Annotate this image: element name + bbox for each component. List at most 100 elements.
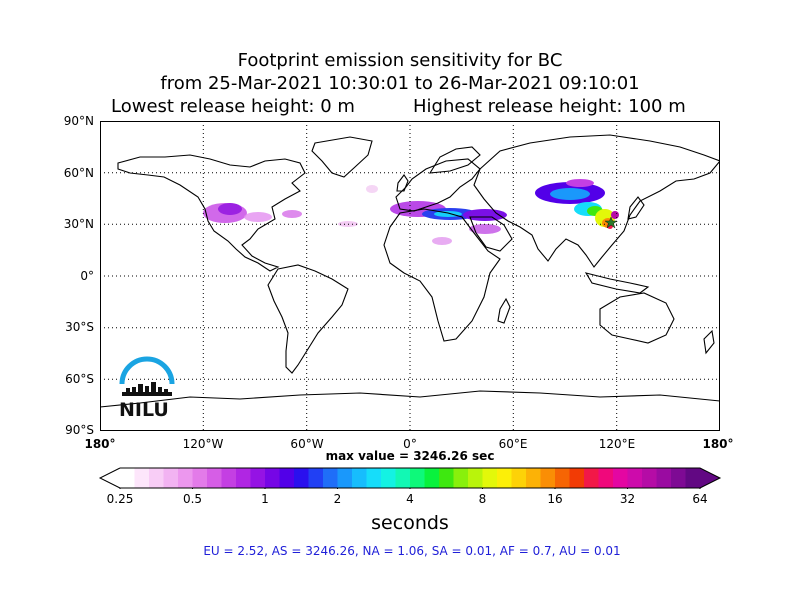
plume-north-america-core	[218, 203, 242, 215]
colorbar-cell	[598, 468, 614, 488]
colorbar-cells	[100, 468, 720, 488]
colorbar-tick-label: 0.5	[182, 492, 203, 506]
colorbar-cell	[453, 468, 469, 488]
coast-japan	[627, 196, 645, 220]
nilu-logo	[119, 356, 175, 396]
colorbar-cell	[192, 468, 208, 488]
lat-label-0: 0°	[80, 269, 94, 283]
coast-arabia	[469, 216, 513, 252]
lon-label-120e: 120°E	[598, 437, 636, 451]
colorbar-cell	[613, 468, 628, 488]
colorbar-cell	[279, 468, 295, 488]
colorbar-cell	[569, 468, 585, 488]
nilu-logo-text: NILU	[119, 399, 169, 421]
lat-label-30s: 30°S	[65, 320, 94, 334]
colorbar	[98, 467, 722, 489]
release-location-star	[604, 216, 618, 229]
colorbar-under-triangle	[100, 468, 120, 488]
colorbar-cell	[207, 468, 222, 488]
colorbar-cell	[163, 468, 179, 488]
coast-south-america	[267, 264, 349, 374]
colorbar-cell	[511, 468, 527, 488]
coast-asia	[473, 134, 720, 268]
highest-release-height: Highest release height: 100 m	[413, 96, 686, 117]
colorbar-cell	[221, 468, 237, 488]
colorbar-tick-label: 64	[692, 492, 708, 506]
colorbar-cell	[149, 468, 164, 488]
graticule	[100, 121, 720, 431]
colorbar-tick-label: 32	[619, 492, 636, 506]
colorbar-cell	[482, 468, 498, 488]
lowest-release-height: Lowest release height: 0 m	[111, 96, 355, 117]
coast-scandinavia	[428, 146, 481, 174]
lat-label-90n: 90°N	[63, 114, 94, 128]
colorbar-cell	[381, 468, 396, 488]
lat-label-90s: 90°S	[65, 423, 94, 437]
colorbar-cell	[439, 468, 454, 488]
title-line-2: from 25-Mar-2021 10:30:01 to 26-Mar-2021…	[160, 73, 640, 94]
colorbar-cell	[352, 468, 367, 488]
lat-label-60s: 60°S	[65, 372, 94, 386]
plume-central-asia-north	[566, 179, 594, 187]
world-map	[100, 121, 720, 431]
plume-china-east	[611, 211, 619, 219]
coast-antarctica	[100, 390, 720, 408]
coast-greenland	[311, 136, 373, 178]
colorbar-cell	[294, 468, 309, 488]
plume-central-asia-core	[550, 188, 590, 200]
lon-label-60w: 60°W	[290, 437, 324, 451]
lon-label-60e: 60°E	[498, 437, 528, 451]
colorbar-cell	[308, 468, 324, 488]
release-heights: Lowest release height: 0 m Highest relea…	[0, 96, 800, 118]
coastlines	[100, 134, 720, 408]
lat-label-60n: 60°N	[63, 166, 94, 180]
plume-middle-east	[463, 209, 507, 221]
colorbar-cell	[366, 468, 382, 488]
region-stats: EU = 2.52, AS = 3246.26, NA = 1.06, SA =…	[203, 544, 621, 558]
colorbar-cell	[410, 468, 425, 488]
colorbar-cell	[395, 468, 411, 488]
colorbar-cell	[584, 468, 599, 488]
colorbar-tick-label: 1	[261, 492, 269, 506]
coast-madagascar	[497, 297, 511, 324]
colorbar-tick-label: 0.25	[106, 492, 134, 506]
plume-atlantic-north	[366, 185, 378, 193]
colorbar-units: seconds	[371, 512, 449, 534]
colorbar-cell	[627, 468, 643, 488]
lon-label-180w: 180°	[84, 437, 116, 451]
colorbar-cell	[540, 468, 556, 488]
lon-label-120w: 120°W	[182, 437, 224, 451]
colorbar-cell	[468, 468, 483, 488]
colorbar-tick-label: 2	[333, 492, 342, 506]
colorbar-cell	[671, 468, 686, 488]
colorbar-tick-label: 8	[478, 492, 487, 506]
colorbar-over-triangle	[700, 468, 720, 488]
plume-north-america-ext	[244, 212, 272, 222]
plume-sahara	[432, 237, 452, 245]
coast-new-zealand	[703, 329, 715, 355]
colorbar-cell	[265, 468, 280, 488]
coast-north-america	[117, 154, 306, 272]
colorbar-cell	[656, 468, 672, 488]
colorbar-cell	[526, 468, 541, 488]
plume-north-atlantic	[282, 210, 302, 218]
colorbar-cell	[323, 468, 338, 488]
colorbar-cell	[424, 468, 440, 488]
plume-arabia	[469, 224, 501, 234]
colorbar-cell	[497, 468, 512, 488]
colorbar-cell	[134, 468, 150, 488]
max-value: max value = 3246.26 sec	[325, 449, 495, 463]
colorbar-cell	[555, 468, 570, 488]
lon-label-0: 0°	[403, 437, 417, 451]
coast-uk	[396, 174, 409, 192]
coast-australia	[599, 292, 675, 344]
colorbar-tick-label: 16	[547, 492, 563, 506]
colorbar-cell	[685, 468, 701, 488]
title-line-1: Footprint emission sensitivity for BC	[237, 50, 563, 71]
colorbar-cell	[236, 468, 251, 488]
colorbar-cell	[250, 468, 266, 488]
coast-indonesia	[584, 272, 650, 294]
lat-label-30n: 30°N	[63, 217, 94, 231]
colorbar-tick-label: 4	[406, 492, 414, 506]
colorbar-cell	[178, 468, 193, 488]
